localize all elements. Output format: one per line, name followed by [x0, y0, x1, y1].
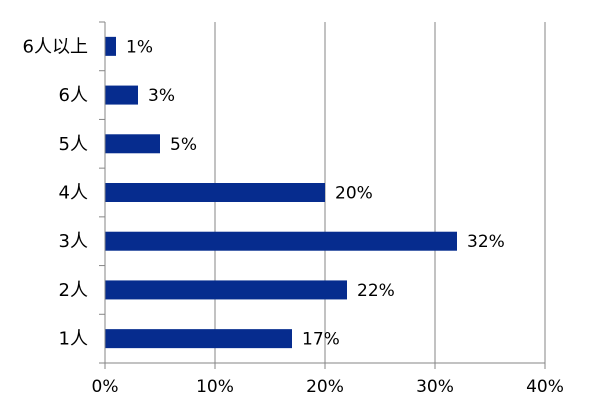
bar: [105, 329, 292, 349]
bar: [105, 183, 325, 202]
x-tick-label: 30%: [416, 377, 454, 397]
x-tick-label: 20%: [306, 377, 344, 397]
data-label: 3%: [148, 86, 175, 106]
category-label: 5人: [59, 134, 88, 155]
data-label: 20%: [335, 184, 373, 204]
bar: [105, 36, 116, 56]
data-label: 5%: [170, 135, 197, 155]
axes: [99, 21, 546, 369]
data-label: 32%: [467, 232, 505, 252]
x-tick-label: 40%: [526, 377, 564, 397]
category-label: 2人: [59, 280, 88, 301]
bar: [105, 280, 347, 300]
data-label: 17%: [302, 330, 340, 350]
category-label: 6人以上: [23, 36, 88, 57]
category-label: 6人: [59, 85, 88, 106]
category-label: 3人: [59, 231, 88, 252]
labels: 17% 1人 22% 2人 32% 3人 20% 4人 5% 5人 3% 6人 1% 6人以上 0% 10% 2…: [23, 36, 564, 397]
data-label: 22%: [357, 281, 395, 301]
category-label: 4人: [59, 183, 88, 204]
category-label: 1人: [59, 329, 88, 350]
bar: [105, 231, 457, 251]
bar: [105, 134, 160, 154]
bars: [105, 36, 457, 349]
bar: [105, 85, 138, 105]
x-tick-label: 0%: [92, 377, 119, 397]
x-tick-label: 10%: [196, 377, 234, 397]
data-label: 1%: [126, 37, 153, 57]
